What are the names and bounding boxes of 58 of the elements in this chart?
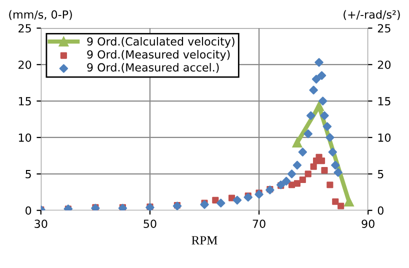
point <box>310 163 317 170</box>
y2-axis-title: (+/-rad/s²) <box>344 10 400 20</box>
y2-tick-label: 0 <box>378 206 384 215</box>
point <box>200 200 209 209</box>
y-tick-label: 20 <box>18 60 32 69</box>
point <box>216 198 226 208</box>
point <box>344 196 354 206</box>
point <box>292 160 302 170</box>
point <box>318 158 326 164</box>
point <box>332 198 339 205</box>
point <box>306 111 316 120</box>
point <box>312 74 321 84</box>
point <box>244 192 252 202</box>
point <box>318 96 328 106</box>
point <box>309 86 318 94</box>
point <box>232 196 242 205</box>
legend-label: 9 Ord.(Calculated velocity) <box>87 37 234 48</box>
y2-tick-label: 10 <box>378 133 391 142</box>
point <box>328 148 338 156</box>
point <box>304 129 312 138</box>
point <box>314 101 324 111</box>
y-tick-label: 0 <box>26 206 32 215</box>
point <box>321 166 328 174</box>
point <box>292 138 302 148</box>
y2-tick-label: 20 <box>378 60 391 69</box>
point <box>287 170 296 178</box>
point <box>320 111 329 120</box>
y-tick-label: 25 <box>18 24 31 33</box>
point <box>334 168 342 177</box>
point <box>317 71 326 80</box>
legend-label: 9 Ord.(Measured velocity) <box>87 50 230 61</box>
x-tick-label: 70 <box>252 220 266 228</box>
legend-label: 9 Ord.(Measured accel.) <box>87 62 219 73</box>
x-tick-label: 90 <box>362 220 374 228</box>
y-axis-title: (mm/s, 0-P) <box>9 10 72 20</box>
y2-tick-label: 25 <box>378 24 390 33</box>
point <box>326 182 334 188</box>
y2-tick-label: 5 <box>378 170 384 178</box>
y-tick-label: 15 <box>18 97 31 106</box>
point <box>254 190 264 199</box>
point <box>294 180 300 187</box>
x-tick-label: 30 <box>34 220 48 228</box>
x-tick-label: 50 <box>144 220 156 228</box>
point <box>331 160 340 170</box>
point <box>282 176 291 186</box>
point <box>338 202 344 210</box>
x-axis-title: RPM <box>192 236 218 244</box>
y-tick-label: 5 <box>26 170 31 178</box>
point <box>299 176 306 184</box>
point <box>304 170 312 178</box>
y2-tick-label: 15 <box>378 97 390 106</box>
point <box>326 133 334 142</box>
y-tick-label: 10 <box>18 133 32 142</box>
point <box>322 122 332 131</box>
point <box>314 58 324 67</box>
point <box>298 148 308 156</box>
point <box>228 194 236 202</box>
point <box>212 196 219 204</box>
